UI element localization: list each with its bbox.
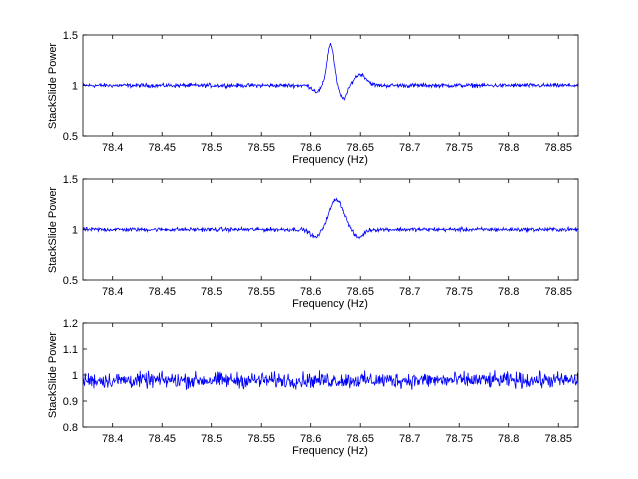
x-tick-label: 78.8 [498,433,519,445]
y-tick-label: 0.8 [63,422,78,434]
y-tick-label: 0.9 [63,396,78,408]
series-line [82,42,579,101]
y-tick-label: 1 [72,81,78,93]
x-tick-label: 78.75 [445,286,473,298]
x-tick-label: 78.7 [399,286,420,298]
y-axis-label: StackSlide Power [47,43,59,130]
x-ticks: 78.4 78.45 78.5 78.55 78.6 78.65 78.7 78.75 78.8… [102,35,572,154]
plot-area [83,323,578,427]
subplot-3: 78.4 78.45 78.5 78.55 78.6 78.65 78.7 78.75 78.8… [47,318,579,457]
x-tick-label: 78.45 [148,433,176,445]
y-axis-label: StackSlide Power [47,187,59,274]
x-tick-label: 78.6 [300,142,321,154]
y-axis-label: StackSlide Power [47,332,59,419]
x-tick-label: 78.45 [148,142,176,154]
series-line [82,197,579,240]
x-tick-label: 78.4 [102,433,123,445]
x-tick-label: 78.65 [346,433,374,445]
y-tick-label: 0.5 [63,275,78,287]
x-axis-label: Frequency (Hz) [292,154,368,166]
y-ticks: 0.5 1 1.5 [63,174,578,287]
x-tick-label: 78.85 [544,286,572,298]
y-tick-label: 1.2 [63,318,78,330]
x-tick-label: 78.75 [445,433,473,445]
x-tick-label: 78.45 [148,286,176,298]
x-axis-label: Frequency (Hz) [292,445,368,457]
x-tick-label: 78.5 [201,286,222,298]
y-tick-label: 1 [72,370,78,382]
x-tick-label: 78.65 [346,142,374,154]
x-ticks: 78.4 78.45 78.5 78.55 78.6 78.65 78.7 78.75 78.8… [102,323,572,445]
y-tick-label: 1.5 [63,174,78,186]
x-tick-label: 78.7 [399,142,420,154]
x-tick-label: 78.5 [201,433,222,445]
x-tick-label: 78.65 [346,286,374,298]
x-tick-label: 78.4 [102,286,123,298]
y-tick-label: 1 [72,225,78,237]
x-tick-label: 78.6 [300,286,321,298]
series-line [82,370,579,391]
x-tick-label: 78.8 [498,286,519,298]
x-tick-label: 78.55 [247,433,275,445]
axes-box [82,34,579,137]
y-tick-label: 0.5 [63,131,78,143]
x-tick-label: 78.7 [399,433,420,445]
x-tick-label: 78.4 [102,142,123,154]
x-tick-label: 78.8 [498,142,519,154]
x-tick-label: 78.6 [300,433,321,445]
subplot-1: 78.4 78.45 78.5 78.55 78.6 78.65 78.7 78.75 78.8… [47,30,579,166]
axes-box [82,322,579,428]
x-tick-label: 78.85 [544,433,572,445]
plot-area [83,35,578,136]
x-tick-label: 78.85 [544,142,572,154]
subplot-2: 78.4 78.45 78.5 78.55 78.6 78.65 78.7 78.75 78.8… [47,174,579,310]
x-ticks: 78.4 78.45 78.5 78.55 78.6 78.65 78.7 78.75 78.8… [102,179,572,298]
x-tick-label: 78.75 [445,142,473,154]
x-tick-label: 78.55 [247,142,275,154]
y-tick-label: 1.1 [63,344,78,356]
x-axis-label: Frequency (Hz) [292,298,368,310]
y-tick-label: 1.5 [63,30,78,42]
axes-box [82,178,579,281]
x-tick-label: 78.5 [201,142,222,154]
x-tick-label: 78.55 [247,286,275,298]
